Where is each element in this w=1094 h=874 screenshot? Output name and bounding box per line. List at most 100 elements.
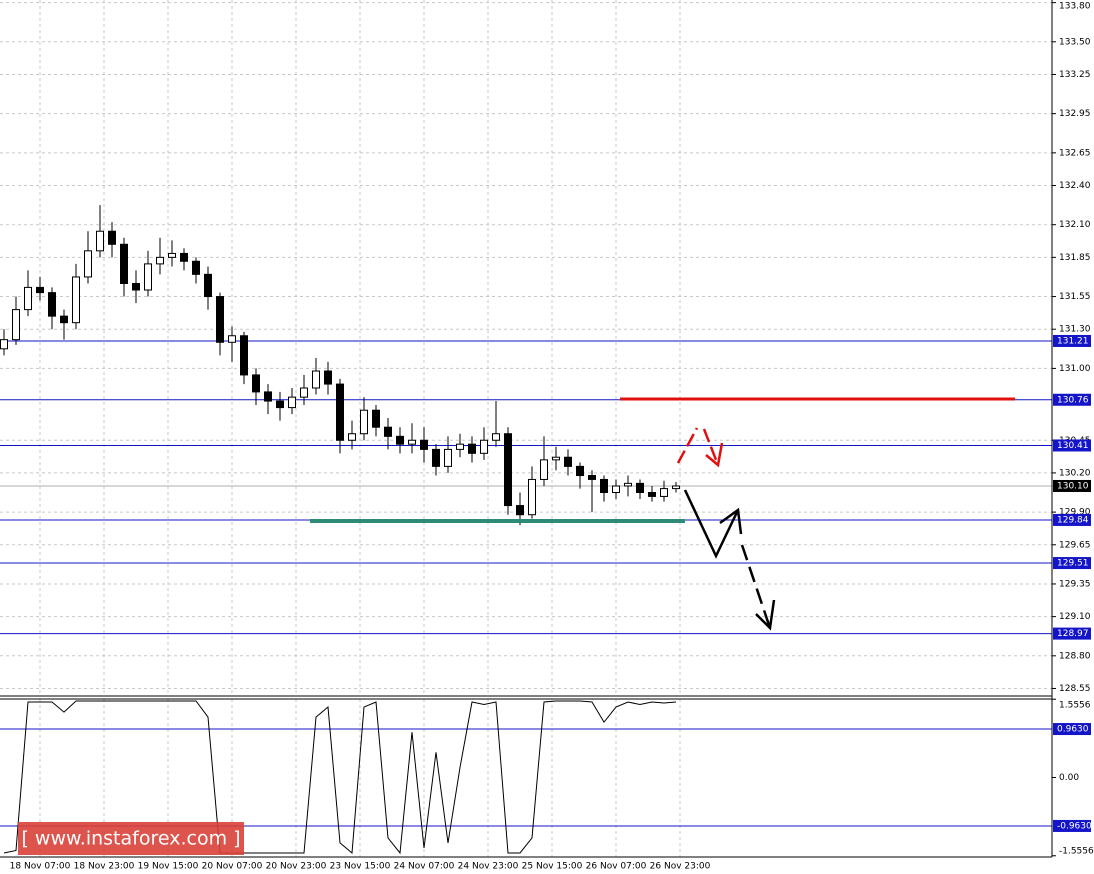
candle-body — [564, 456, 572, 467]
y-tick-label: 132.10 — [1059, 220, 1091, 230]
indicator-line — [3, 700, 677, 855]
candle-body — [516, 505, 524, 516]
level-label: -0.9630 — [1057, 821, 1092, 831]
candle-body — [468, 443, 476, 454]
black-arrow — [683, 489, 740, 559]
candle-body — [252, 374, 260, 393]
candle-body — [24, 286, 32, 311]
level-label: 131.21 — [1057, 336, 1089, 346]
y-tick-label: 129.90 — [1059, 508, 1091, 518]
x-tick-label: 25 Nov 15:00 — [522, 862, 583, 872]
candle-body — [288, 396, 296, 409]
candle-body — [132, 282, 140, 291]
level-label: 129.84 — [1057, 515, 1089, 525]
candle-body — [552, 456, 560, 461]
y-tick-label: 132.65 — [1059, 148, 1091, 158]
candle-body — [300, 387, 308, 398]
candle-body — [420, 439, 428, 450]
candle-body — [648, 492, 656, 497]
x-tick-label: 24 Nov 07:00 — [394, 862, 455, 872]
x-tick-label: 18 Nov 23:00 — [74, 862, 135, 872]
x-tick-label: 26 Nov 07:00 — [586, 862, 647, 872]
watermark-box — [18, 822, 244, 855]
candle-body — [636, 482, 644, 494]
x-tick-label: 18 Nov 07:00 — [10, 862, 71, 872]
candle-body — [540, 459, 548, 480]
level-label-box — [1053, 334, 1091, 347]
y-tick-label: 133.25 — [1059, 70, 1091, 80]
candle-body — [612, 485, 620, 494]
x-tick-label: 20 Nov 07:00 — [202, 862, 263, 872]
candle-body — [432, 448, 440, 467]
x-tick-label: 20 Nov 23:00 — [266, 862, 327, 872]
level-label-box — [1053, 627, 1091, 640]
candle-body — [360, 409, 368, 435]
y-tick-label: 131.85 — [1059, 253, 1091, 263]
candle-body — [504, 433, 512, 507]
candle-body — [588, 475, 596, 480]
red-arrowhead — [705, 442, 724, 468]
candle-body — [372, 409, 380, 428]
level-label: 0.9630 — [1057, 725, 1089, 735]
candle-body — [348, 433, 356, 441]
y-tick-label: 128.80 — [1059, 651, 1091, 661]
axis-background — [0, 857, 1094, 874]
watermark-text: [ www.instaforex.com ] — [21, 828, 240, 850]
candle-body — [312, 370, 320, 389]
y-tick-label: 132.95 — [1059, 109, 1091, 119]
annotations — [310, 397, 1015, 631]
candle-body — [84, 250, 92, 278]
black-dashed-arrow — [740, 544, 772, 629]
candle-body — [336, 383, 344, 441]
candle-body — [108, 230, 116, 245]
level-label-box — [1053, 439, 1091, 452]
candle-body — [396, 435, 404, 445]
level-label-box — [1053, 557, 1091, 570]
x-tick-label: 23 Nov 15:00 — [330, 862, 391, 872]
level-label: 128.97 — [1057, 629, 1089, 639]
candle-body — [48, 292, 56, 317]
x-tick-label: 26 Nov 23:00 — [650, 862, 711, 872]
y-tick-label: 132.40 — [1059, 181, 1091, 191]
y-tick-label: 128.55 — [1059, 684, 1091, 694]
candle-body — [408, 439, 416, 445]
candle-body — [456, 443, 464, 450]
candle-body — [180, 252, 188, 262]
plot-area — [0, 0, 1052, 857]
y-tick-label: 0.00 — [1059, 773, 1079, 783]
candle-body — [192, 260, 200, 275]
candle-body — [492, 433, 500, 441]
y-tick-label: -1.5556 — [1059, 847, 1094, 857]
y-tick-label: 131.55 — [1059, 292, 1091, 302]
x-tick-label: 19 Nov 15:00 — [138, 862, 199, 872]
candle-body — [600, 478, 608, 494]
candle-body — [204, 273, 212, 298]
candle-body — [528, 478, 536, 516]
candle-body — [240, 335, 248, 376]
y-tick-label: 129.65 — [1059, 540, 1091, 550]
level-label-box — [1053, 819, 1091, 832]
watermark: [ www.instaforex.com ] — [18, 822, 244, 855]
candle-body — [72, 276, 80, 324]
red-arrow — [676, 427, 699, 464]
black-arrowhead — [719, 507, 743, 535]
y-tick-label: 1.5556 — [1059, 701, 1091, 711]
candle-body — [12, 309, 20, 341]
y-tick-label: 131.30 — [1059, 325, 1091, 335]
candle-body — [444, 448, 452, 467]
level-label: 130.76 — [1057, 395, 1089, 405]
candle-body — [60, 315, 68, 324]
y-tick-label: 133.50 — [1059, 37, 1091, 47]
candle-body — [228, 335, 236, 343]
candle-body — [576, 465, 584, 477]
candle-body — [0, 339, 8, 350]
level-label-box — [1053, 393, 1091, 406]
candle-body — [480, 439, 488, 454]
y-tick-label: 129.35 — [1059, 579, 1091, 589]
level-label-box — [1053, 723, 1091, 736]
y-tick-label: 130.20 — [1059, 468, 1091, 478]
candle-body — [168, 252, 176, 258]
